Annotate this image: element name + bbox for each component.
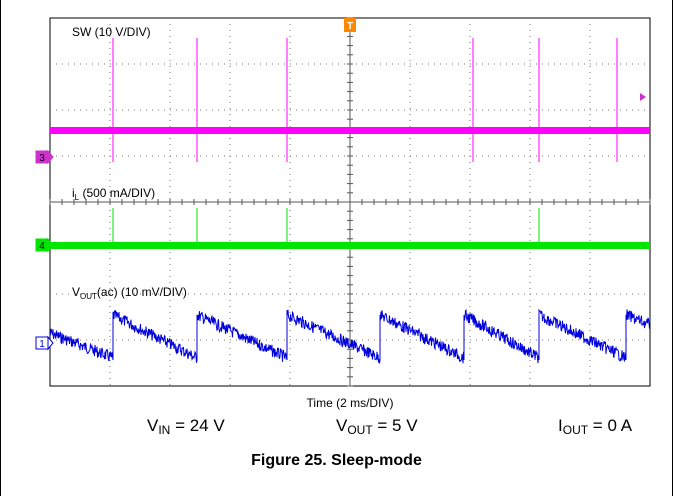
sw-channel-label: SW (10 V/DIV) xyxy=(72,25,151,39)
channel-3-marker-arrow xyxy=(47,149,54,165)
grid xyxy=(49,17,651,387)
vout-trace xyxy=(49,308,651,364)
vout-channel-label: VOUT(ac) (10 mV/DIV) xyxy=(72,285,187,301)
channel-4-marker-label: 4 xyxy=(39,241,45,252)
trigger-marker-label: T xyxy=(347,21,353,32)
il-channel-label: iL (500 mA/DIV) xyxy=(72,186,155,202)
traces xyxy=(49,38,651,364)
channel-1-marker-label: 1 xyxy=(39,339,45,350)
x-axis-label: Time (2 ms/DIV) xyxy=(306,396,394,410)
trigger-marker-box xyxy=(344,18,356,32)
condition-iout: IOUT = 0 A xyxy=(558,416,633,437)
channel-3-marker: 3 xyxy=(35,149,54,165)
condition-vout: VOUT = 5 V xyxy=(336,416,418,437)
figure-caption: Figure 25. Sleep-mode xyxy=(251,452,422,469)
channel-1-marker-arrow xyxy=(47,335,54,351)
left-border xyxy=(0,0,1,496)
trigger-marker: T xyxy=(344,18,356,32)
sw-trace-baseline xyxy=(50,127,650,134)
trigger-level-arrow xyxy=(640,93,646,101)
channel-4-marker-arrow xyxy=(47,237,54,253)
oscilloscope-display: 3 4 1 T SW (10 V/DIV) iL (500 mA/DIV) VOUT(… xyxy=(35,17,651,387)
channel-markers: 3 4 1 T xyxy=(35,18,646,351)
il-trace-baseline xyxy=(50,242,650,249)
channel-1-marker: 1 xyxy=(35,335,54,351)
channel-3-marker-label: 3 xyxy=(39,153,45,164)
condition-vin: VIN = 24 V xyxy=(147,416,225,437)
channel-4-marker: 4 xyxy=(35,237,54,253)
